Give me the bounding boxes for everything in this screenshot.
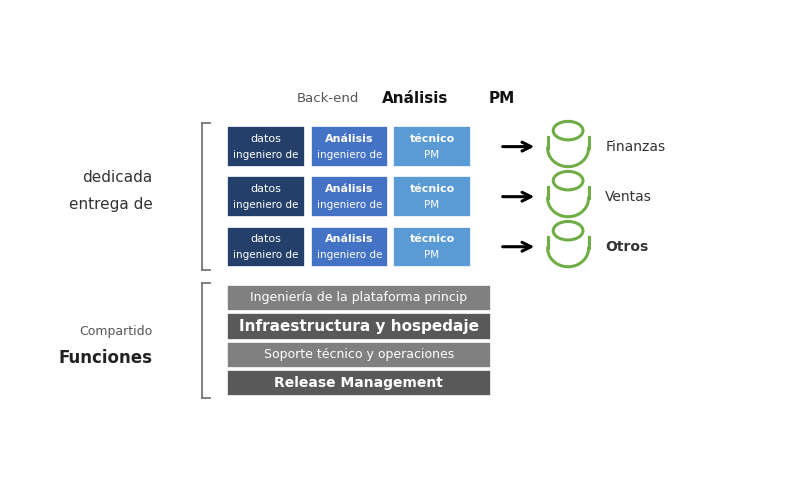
Text: Análisis: Análisis <box>326 184 374 194</box>
Text: Funciones: Funciones <box>58 350 153 368</box>
FancyBboxPatch shape <box>227 314 490 340</box>
Text: PM: PM <box>488 91 514 106</box>
Text: técnico: técnico <box>410 134 454 144</box>
Text: Análisis: Análisis <box>382 91 448 106</box>
Text: Back-end: Back-end <box>297 92 359 105</box>
Text: Ventas: Ventas <box>606 190 652 203</box>
FancyBboxPatch shape <box>227 126 305 167</box>
Text: Análisis: Análisis <box>326 234 374 244</box>
Text: Compartido: Compartido <box>79 325 153 338</box>
FancyBboxPatch shape <box>227 370 490 396</box>
Text: Soporte técnico y operaciones: Soporte técnico y operaciones <box>264 348 454 362</box>
FancyBboxPatch shape <box>394 226 470 267</box>
Text: técnico: técnico <box>410 234 454 244</box>
FancyBboxPatch shape <box>310 226 388 267</box>
Text: datos: datos <box>250 234 282 244</box>
FancyBboxPatch shape <box>394 176 470 217</box>
FancyBboxPatch shape <box>227 226 305 267</box>
Text: entrega de: entrega de <box>69 197 153 212</box>
Text: ingeniero de: ingeniero de <box>317 150 382 160</box>
Text: ingeniero de: ingeniero de <box>233 200 298 210</box>
Text: datos: datos <box>250 184 282 194</box>
FancyBboxPatch shape <box>227 285 490 311</box>
Text: ingeniero de: ingeniero de <box>317 200 382 210</box>
Text: PM: PM <box>425 200 439 210</box>
Text: ingeniero de: ingeniero de <box>233 250 298 260</box>
FancyBboxPatch shape <box>227 176 305 217</box>
Text: dedicada: dedicada <box>82 170 153 185</box>
Text: Finanzas: Finanzas <box>606 140 666 153</box>
Text: Infraestructura y hospedaje: Infraestructura y hospedaje <box>239 319 479 334</box>
Text: Ingeniería de la plataforma princip: Ingeniería de la plataforma princip <box>250 292 467 304</box>
Text: Release Management: Release Management <box>274 376 443 390</box>
Text: ingeniero de: ingeniero de <box>233 150 298 160</box>
FancyBboxPatch shape <box>227 342 490 368</box>
Text: PM: PM <box>425 150 439 160</box>
Text: Otros: Otros <box>606 240 649 254</box>
FancyBboxPatch shape <box>394 126 470 167</box>
FancyBboxPatch shape <box>310 126 388 167</box>
Text: técnico: técnico <box>410 184 454 194</box>
FancyBboxPatch shape <box>310 176 388 217</box>
Text: datos: datos <box>250 134 282 144</box>
Text: PM: PM <box>425 250 439 260</box>
Text: Análisis: Análisis <box>326 134 374 144</box>
Text: ingeniero de: ingeniero de <box>317 250 382 260</box>
